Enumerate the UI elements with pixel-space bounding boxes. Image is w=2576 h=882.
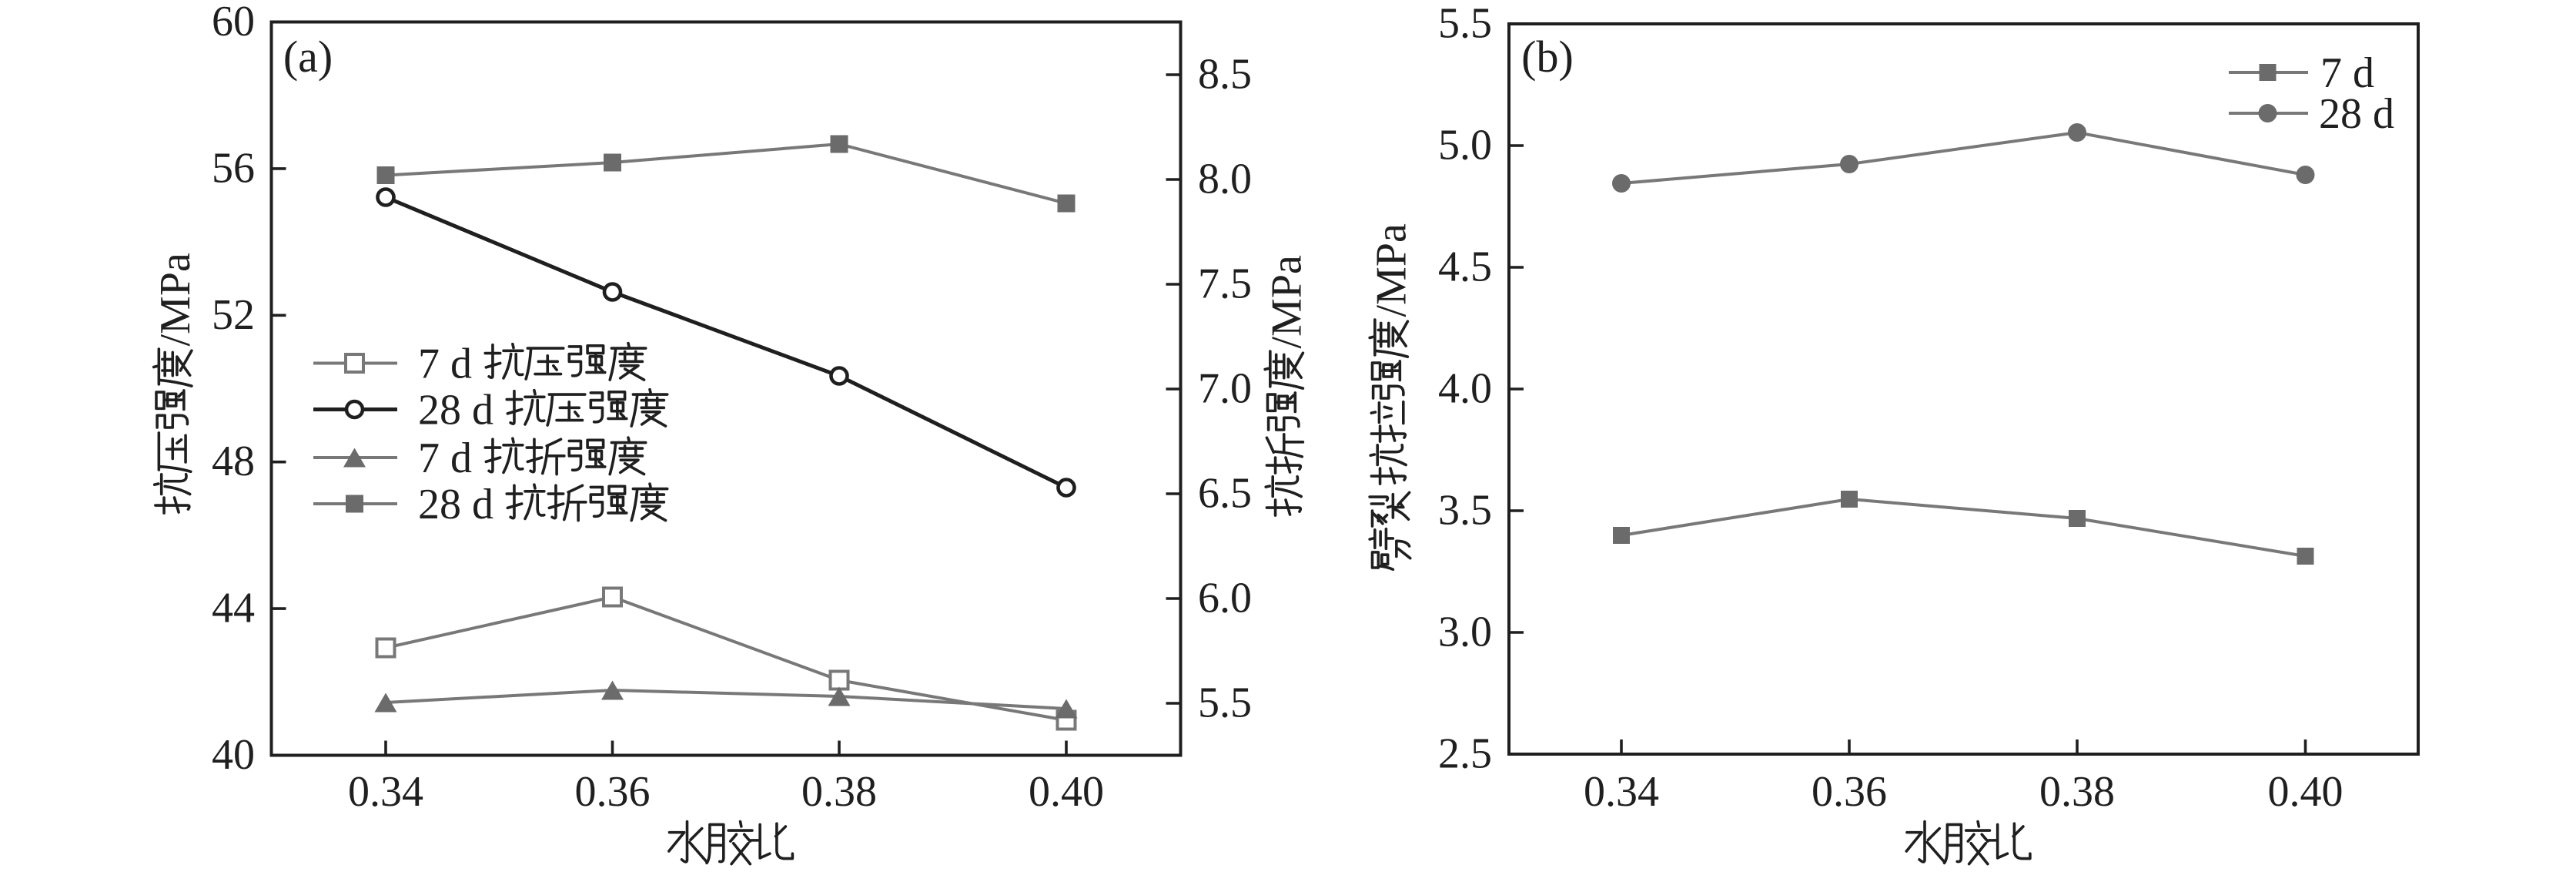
svg-text:0.38: 0.38 bbox=[2039, 768, 2115, 816]
svg-text:56: 56 bbox=[212, 144, 255, 192]
svg-text:5.0: 5.0 bbox=[1438, 122, 1492, 169]
svg-text:0.40: 0.40 bbox=[2268, 768, 2343, 816]
svg-text:8.5: 8.5 bbox=[1198, 51, 1252, 99]
svg-text:0.34: 0.34 bbox=[1584, 768, 1659, 816]
svg-text:7 d: 7 d bbox=[2320, 49, 2374, 97]
svg-text:6.5: 6.5 bbox=[1198, 470, 1252, 518]
svg-text:44: 44 bbox=[212, 585, 255, 632]
svg-text:5.5: 5.5 bbox=[1438, 0, 1492, 48]
svg-text:3.0: 3.0 bbox=[1438, 609, 1492, 656]
svg-text:/MPa: /MPa bbox=[1368, 223, 1416, 317]
svg-text:7.0: 7.0 bbox=[1198, 365, 1252, 413]
svg-text:48: 48 bbox=[212, 438, 255, 485]
svg-text:8.0: 8.0 bbox=[1198, 156, 1252, 203]
svg-text:0.36: 0.36 bbox=[1812, 768, 1887, 816]
svg-text:60: 60 bbox=[212, 0, 255, 45]
svg-text:52: 52 bbox=[212, 291, 255, 339]
svg-text:4.0: 4.0 bbox=[1438, 365, 1492, 413]
svg-text:3.5: 3.5 bbox=[1438, 487, 1492, 535]
svg-text:2.5: 2.5 bbox=[1438, 730, 1492, 778]
svg-text:0.40: 0.40 bbox=[1029, 768, 1104, 816]
svg-text:7 d: 7 d bbox=[418, 434, 472, 482]
svg-text:6.0: 6.0 bbox=[1198, 575, 1252, 622]
svg-text:(a): (a) bbox=[283, 32, 333, 82]
svg-text:40: 40 bbox=[212, 731, 255, 779]
svg-text:4.5: 4.5 bbox=[1438, 243, 1492, 291]
svg-text:/MPa: /MPa bbox=[1263, 255, 1311, 348]
svg-text:/MPa: /MPa bbox=[152, 253, 199, 346]
svg-text:28 d: 28 d bbox=[418, 387, 493, 434]
svg-text:7.5: 7.5 bbox=[1198, 260, 1252, 308]
svg-text:5.5: 5.5 bbox=[1198, 679, 1252, 727]
svg-text:28 d: 28 d bbox=[2319, 90, 2394, 138]
svg-text:7 d: 7 d bbox=[418, 340, 472, 388]
svg-text:(b): (b) bbox=[1521, 32, 1574, 82]
svg-text:0.38: 0.38 bbox=[801, 768, 877, 816]
svg-text:0.34: 0.34 bbox=[348, 768, 423, 816]
svg-text:28 d: 28 d bbox=[418, 481, 493, 528]
svg-text:0.36: 0.36 bbox=[575, 768, 651, 816]
